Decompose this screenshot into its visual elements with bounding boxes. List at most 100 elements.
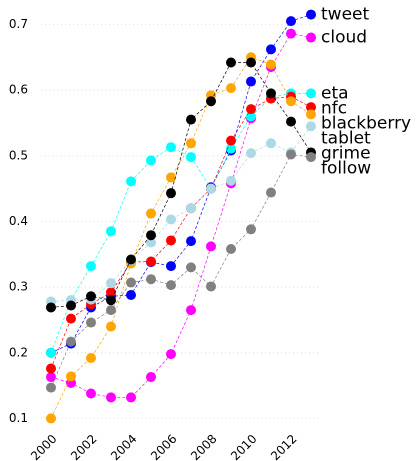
point <box>266 187 276 198</box>
x-tick-label: 2008 <box>188 432 219 461</box>
point <box>146 274 156 285</box>
point <box>106 287 116 298</box>
point <box>146 230 156 241</box>
point <box>166 172 176 183</box>
point <box>226 175 236 186</box>
point <box>186 203 196 214</box>
y-tick-label: 0.5 <box>9 148 28 162</box>
point <box>146 256 156 267</box>
point <box>266 59 276 70</box>
point <box>106 321 116 332</box>
point <box>166 235 176 246</box>
point <box>46 363 56 374</box>
y-tick-label: 0.4 <box>9 214 28 228</box>
point <box>226 135 236 146</box>
point <box>186 152 196 163</box>
series-label: grime <box>321 143 371 163</box>
point <box>106 226 116 237</box>
point <box>226 57 236 68</box>
y-tick-label: 0.2 <box>9 345 28 359</box>
point <box>226 83 236 94</box>
point <box>126 277 136 288</box>
point <box>246 104 256 115</box>
point <box>286 149 296 160</box>
point <box>306 152 316 163</box>
point <box>226 244 236 255</box>
y-tick-label: 0.6 <box>9 83 28 97</box>
point <box>126 176 136 187</box>
series-label: eta <box>321 83 349 103</box>
point <box>86 353 96 364</box>
x-tick-label: 2010 <box>228 432 259 461</box>
point <box>286 16 296 27</box>
point <box>106 278 116 289</box>
point <box>86 388 96 399</box>
point <box>246 57 256 68</box>
x-tick-label: 2002 <box>68 432 99 461</box>
point <box>166 214 176 225</box>
point <box>246 111 256 122</box>
point <box>166 142 176 153</box>
x-tick-label: 2006 <box>148 432 179 461</box>
point <box>166 280 176 291</box>
point <box>86 261 96 272</box>
point <box>206 183 216 194</box>
point <box>206 281 216 292</box>
y-tick-label: 0.7 <box>9 17 28 31</box>
point <box>146 372 156 383</box>
point <box>306 121 316 132</box>
point <box>106 295 116 306</box>
point <box>66 313 76 324</box>
point <box>66 371 76 382</box>
point <box>286 116 296 127</box>
point <box>286 28 296 39</box>
point <box>166 261 176 272</box>
point <box>146 155 156 166</box>
point <box>166 188 176 199</box>
point <box>306 32 316 43</box>
point <box>86 291 96 302</box>
point <box>186 305 196 316</box>
point <box>206 96 216 107</box>
point <box>106 305 116 316</box>
point <box>266 138 276 149</box>
point <box>46 302 56 313</box>
series-line <box>50 125 312 302</box>
series-label: tablet <box>321 128 371 148</box>
series-label: cloud <box>321 28 367 48</box>
point <box>246 148 256 159</box>
point <box>86 317 96 328</box>
series-line <box>50 96 312 369</box>
point <box>66 336 76 347</box>
point <box>306 109 316 120</box>
point <box>46 413 56 424</box>
point <box>306 9 316 20</box>
point <box>126 289 136 300</box>
x-tick-label: 2012 <box>268 432 299 461</box>
series-label: tweet <box>321 5 369 25</box>
point <box>146 237 156 248</box>
point <box>306 88 316 99</box>
x-tick-label: 2000 <box>28 432 59 461</box>
y-tick-label: 0.1 <box>9 411 28 425</box>
point <box>246 76 256 87</box>
point <box>66 300 76 311</box>
point <box>46 382 56 393</box>
point <box>46 347 56 358</box>
point <box>146 208 156 219</box>
point <box>126 254 136 265</box>
y-tick-label: 0.3 <box>9 280 28 294</box>
point <box>266 88 276 99</box>
point <box>206 241 216 252</box>
point <box>166 349 176 360</box>
point <box>266 44 276 55</box>
series-label: nfc <box>321 98 347 118</box>
point <box>286 96 296 107</box>
point <box>186 138 196 149</box>
point <box>126 392 136 403</box>
point <box>106 392 116 403</box>
x-tick-label: 2004 <box>108 432 139 461</box>
point <box>226 143 236 154</box>
point <box>246 224 256 235</box>
